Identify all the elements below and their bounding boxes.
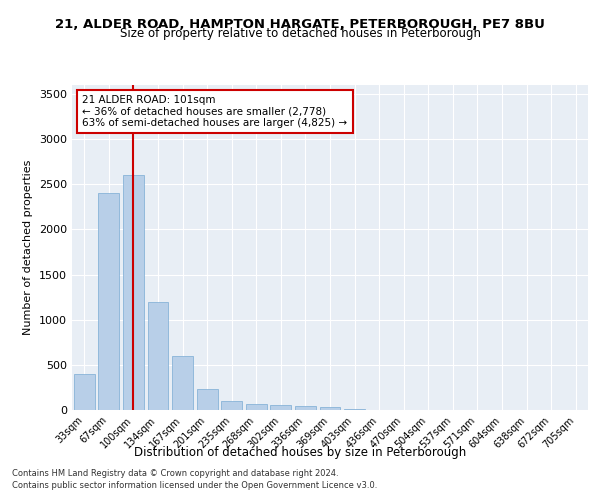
Bar — [295, 406, 316, 410]
Bar — [98, 194, 119, 410]
Bar — [197, 389, 218, 410]
Text: Contains HM Land Registry data © Crown copyright and database right 2024.: Contains HM Land Registry data © Crown c… — [12, 468, 338, 477]
Text: Distribution of detached houses by size in Peterborough: Distribution of detached houses by size … — [134, 446, 466, 459]
Text: Size of property relative to detached houses in Peterborough: Size of property relative to detached ho… — [119, 28, 481, 40]
Bar — [148, 302, 169, 410]
Bar — [221, 401, 242, 410]
Text: 21 ALDER ROAD: 101sqm
← 36% of detached houses are smaller (2,778)
63% of semi-d: 21 ALDER ROAD: 101sqm ← 36% of detached … — [82, 94, 347, 128]
Bar — [320, 408, 340, 410]
Bar — [74, 374, 95, 410]
Bar — [271, 404, 292, 410]
Text: Contains public sector information licensed under the Open Government Licence v3: Contains public sector information licen… — [12, 481, 377, 490]
Bar — [172, 356, 193, 410]
Bar — [123, 176, 144, 410]
Bar — [246, 404, 267, 410]
Y-axis label: Number of detached properties: Number of detached properties — [23, 160, 34, 335]
Bar — [344, 409, 365, 410]
Text: 21, ALDER ROAD, HAMPTON HARGATE, PETERBOROUGH, PE7 8BU: 21, ALDER ROAD, HAMPTON HARGATE, PETERBO… — [55, 18, 545, 30]
